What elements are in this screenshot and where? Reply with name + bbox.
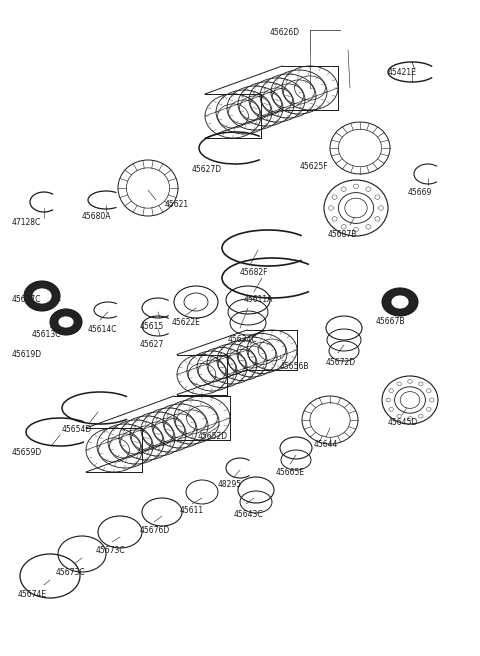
- Text: 45667B: 45667B: [376, 317, 406, 326]
- Text: 45644: 45644: [314, 440, 338, 449]
- Text: 45615: 45615: [140, 322, 164, 331]
- Ellipse shape: [50, 309, 82, 335]
- Text: 45625F: 45625F: [300, 162, 329, 171]
- Ellipse shape: [400, 392, 420, 409]
- Text: 45680A: 45680A: [82, 212, 111, 221]
- Text: 45626D: 45626D: [270, 28, 300, 37]
- Text: 45621: 45621: [165, 200, 189, 209]
- Text: 45645D: 45645D: [388, 418, 418, 427]
- Text: 48295: 48295: [218, 480, 242, 489]
- Text: 45611A: 45611A: [244, 295, 274, 304]
- Text: 45669: 45669: [408, 188, 432, 197]
- Text: 45674E: 45674E: [18, 590, 47, 599]
- Ellipse shape: [58, 316, 74, 328]
- Text: 45656B: 45656B: [280, 362, 310, 371]
- Text: 45659D: 45659D: [12, 448, 42, 457]
- Ellipse shape: [345, 198, 367, 218]
- Text: 45673C: 45673C: [96, 546, 126, 555]
- Text: 45673C: 45673C: [56, 568, 85, 577]
- Text: 45421E: 45421E: [388, 68, 417, 77]
- Text: 45619D: 45619D: [12, 350, 42, 359]
- Ellipse shape: [382, 288, 418, 316]
- Text: 45627: 45627: [140, 340, 164, 349]
- Text: 45613C: 45613C: [32, 330, 61, 339]
- Text: 45652D: 45652D: [198, 432, 228, 441]
- Text: 47128C: 47128C: [12, 218, 41, 227]
- Ellipse shape: [32, 288, 52, 304]
- Text: 45654D: 45654D: [62, 425, 92, 434]
- Text: 45665E: 45665E: [276, 468, 305, 477]
- Ellipse shape: [391, 295, 409, 309]
- Text: 45643C: 45643C: [234, 510, 264, 519]
- Ellipse shape: [24, 281, 60, 311]
- Text: 45687B: 45687B: [328, 230, 358, 239]
- Text: 45682F: 45682F: [240, 268, 268, 277]
- Text: 45614C: 45614C: [88, 325, 118, 334]
- Text: 45622E: 45622E: [172, 318, 201, 327]
- Text: 45676D: 45676D: [140, 526, 170, 535]
- Text: 45634C: 45634C: [228, 335, 258, 344]
- Text: 45672D: 45672D: [326, 358, 356, 367]
- Text: 45617C: 45617C: [12, 295, 41, 304]
- Text: 45627D: 45627D: [192, 165, 222, 174]
- Text: 45611: 45611: [180, 506, 204, 515]
